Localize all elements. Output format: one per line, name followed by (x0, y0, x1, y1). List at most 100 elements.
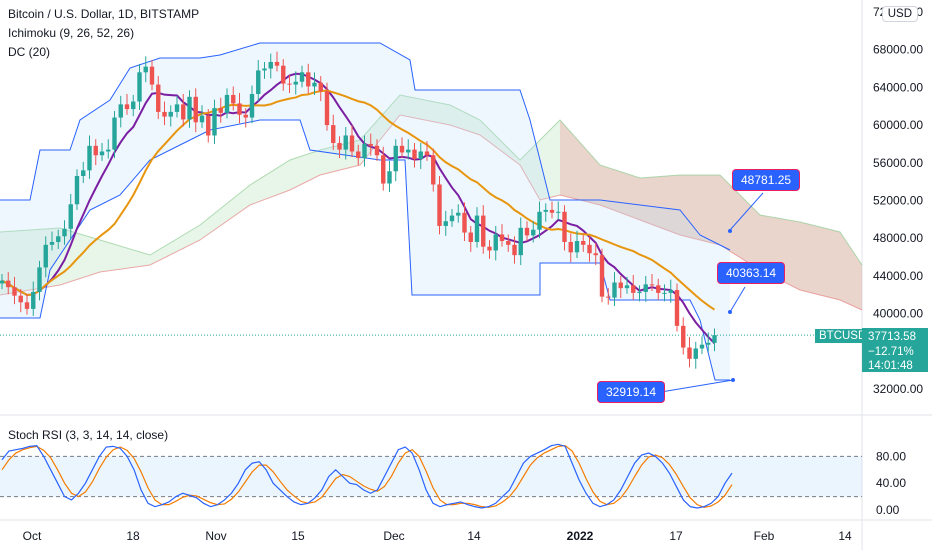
candle-body[interactable] (449, 215, 455, 222)
candle-body[interactable] (518, 227, 523, 256)
candle-body[interactable] (574, 241, 580, 253)
candle-body[interactable] (206, 115, 211, 136)
candle-body[interactable] (268, 61, 273, 69)
candle-body[interactable] (699, 344, 705, 349)
candle-body[interactable] (424, 151, 430, 156)
candle-body[interactable] (406, 149, 411, 153)
candle-body[interactable] (656, 285, 661, 293)
candle-body[interactable] (156, 84, 161, 112)
candle-body[interactable] (437, 184, 442, 226)
candle-body[interactable] (624, 285, 630, 289)
candle-body[interactable] (418, 151, 423, 160)
candle-body[interactable] (362, 143, 367, 159)
candle-body[interactable] (231, 94, 236, 104)
candle-body[interactable] (243, 114, 248, 118)
candle-body[interactable] (249, 93, 255, 118)
candle-body[interactable] (193, 96, 198, 123)
candle-body[interactable] (562, 211, 567, 242)
candle-body[interactable] (262, 68, 267, 71)
callout-cloud-target[interactable]: 48781.25 (732, 169, 801, 191)
candle-body[interactable] (499, 234, 505, 242)
candle-body[interactable] (118, 104, 123, 118)
candle-body[interactable] (649, 284, 655, 286)
candle-body[interactable] (37, 267, 42, 292)
candle-body[interactable] (99, 151, 105, 156)
candle-body[interactable] (568, 241, 573, 253)
candle-body[interactable] (556, 211, 561, 213)
candle-body[interactable] (374, 145, 380, 156)
candle-body[interactable] (62, 228, 67, 237)
candle-body[interactable] (581, 241, 586, 245)
candle-body[interactable] (381, 155, 386, 184)
candle-body[interactable] (481, 215, 486, 247)
candle-body[interactable] (143, 66, 148, 73)
candle-body[interactable] (587, 244, 592, 254)
candle-body[interactable] (618, 282, 623, 289)
candle-body[interactable] (368, 143, 373, 146)
candle-body[interactable] (431, 155, 436, 185)
candle-body[interactable] (68, 204, 73, 229)
candle-body[interactable] (487, 246, 492, 251)
candle-body[interactable] (218, 108, 223, 113)
candle-body[interactable] (512, 244, 517, 256)
candle-body[interactable] (712, 335, 717, 343)
candle-body[interactable] (149, 66, 155, 85)
candle-body[interactable] (643, 284, 648, 292)
candle-body[interactable] (174, 104, 180, 112)
candle-body[interactable] (599, 255, 605, 297)
candle-body[interactable] (168, 111, 173, 117)
candle-body[interactable] (106, 149, 111, 152)
candle-body[interactable] (543, 209, 548, 212)
ichimoku-legend[interactable]: Ichimoku (9, 26, 52, 26) (8, 26, 135, 40)
candle-body[interactable] (137, 72, 142, 102)
candle-body[interactable] (343, 135, 348, 150)
candle-body[interactable] (549, 209, 555, 213)
candle-body[interactable] (493, 234, 498, 251)
candle-body[interactable] (43, 244, 48, 268)
candle-body[interactable] (6, 280, 11, 288)
candle-body[interactable] (668, 290, 673, 293)
candle-body[interactable] (93, 145, 98, 156)
candle-body[interactable] (443, 221, 448, 226)
candle-body[interactable] (456, 212, 461, 216)
candle-body[interactable] (187, 96, 192, 120)
candle-body[interactable] (56, 236, 61, 242)
candle-body[interactable] (593, 253, 598, 256)
candle-body[interactable] (399, 145, 405, 153)
candle-body[interactable] (612, 282, 617, 298)
candle-body[interactable] (81, 170, 86, 176)
candle-body[interactable] (506, 241, 511, 245)
candle-body[interactable] (131, 101, 136, 110)
candle-body[interactable] (12, 287, 17, 296)
donchian-legend[interactable]: DC (20) (8, 45, 51, 59)
currency-button[interactable]: USD (881, 6, 918, 22)
candle-body[interactable] (706, 342, 711, 345)
candle-body[interactable] (393, 145, 398, 172)
candle-body[interactable] (0, 280, 5, 284)
candle-body[interactable] (124, 104, 130, 110)
candle-body[interactable] (637, 291, 642, 293)
candle-body[interactable] (631, 285, 636, 293)
candlesticks[interactable] (0, 51, 717, 369)
candle-body[interactable] (181, 104, 186, 120)
candle-body[interactable] (687, 347, 692, 359)
candle-body[interactable] (293, 81, 298, 85)
candle-body[interactable] (49, 241, 55, 245)
candle-body[interactable] (331, 125, 336, 144)
candle-body[interactable] (356, 151, 361, 159)
candle-body[interactable] (237, 103, 242, 115)
candle-body[interactable] (287, 83, 292, 85)
candle-body[interactable] (681, 325, 686, 348)
candle-body[interactable] (474, 215, 480, 242)
callout-donchian-low[interactable]: 32919.14 (597, 381, 666, 403)
candle-body[interactable] (281, 65, 286, 84)
candle-body[interactable] (312, 82, 317, 87)
candle-body[interactable] (112, 117, 117, 150)
stoch-rsi-legend[interactable]: Stoch RSI (3, 3, 14, 14, close) (8, 428, 169, 442)
candle-body[interactable] (531, 229, 536, 236)
candle-body[interactable] (662, 292, 667, 294)
candle-body[interactable] (318, 82, 323, 92)
candle-body[interactable] (468, 232, 473, 242)
candle-body[interactable] (74, 175, 80, 205)
candle-body[interactable] (224, 94, 230, 113)
